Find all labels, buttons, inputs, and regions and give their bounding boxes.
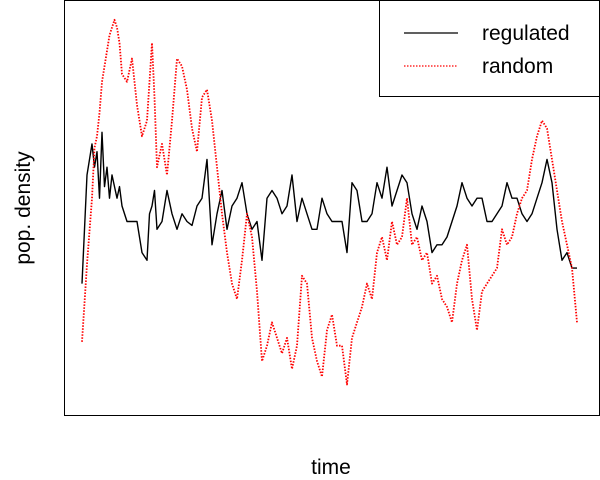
x-axis-label: time [311, 456, 351, 479]
series-line-random [81, 18, 578, 386]
legend-box [379, 0, 600, 97]
series-line-regulated [81, 131, 577, 284]
legend-label-random: random [482, 55, 553, 78]
legend: regulated random [379, 0, 600, 97]
legend-label-regulated: regulated [482, 22, 570, 45]
y-axis-label: pop. density [12, 151, 35, 265]
series-layer [81, 18, 578, 386]
